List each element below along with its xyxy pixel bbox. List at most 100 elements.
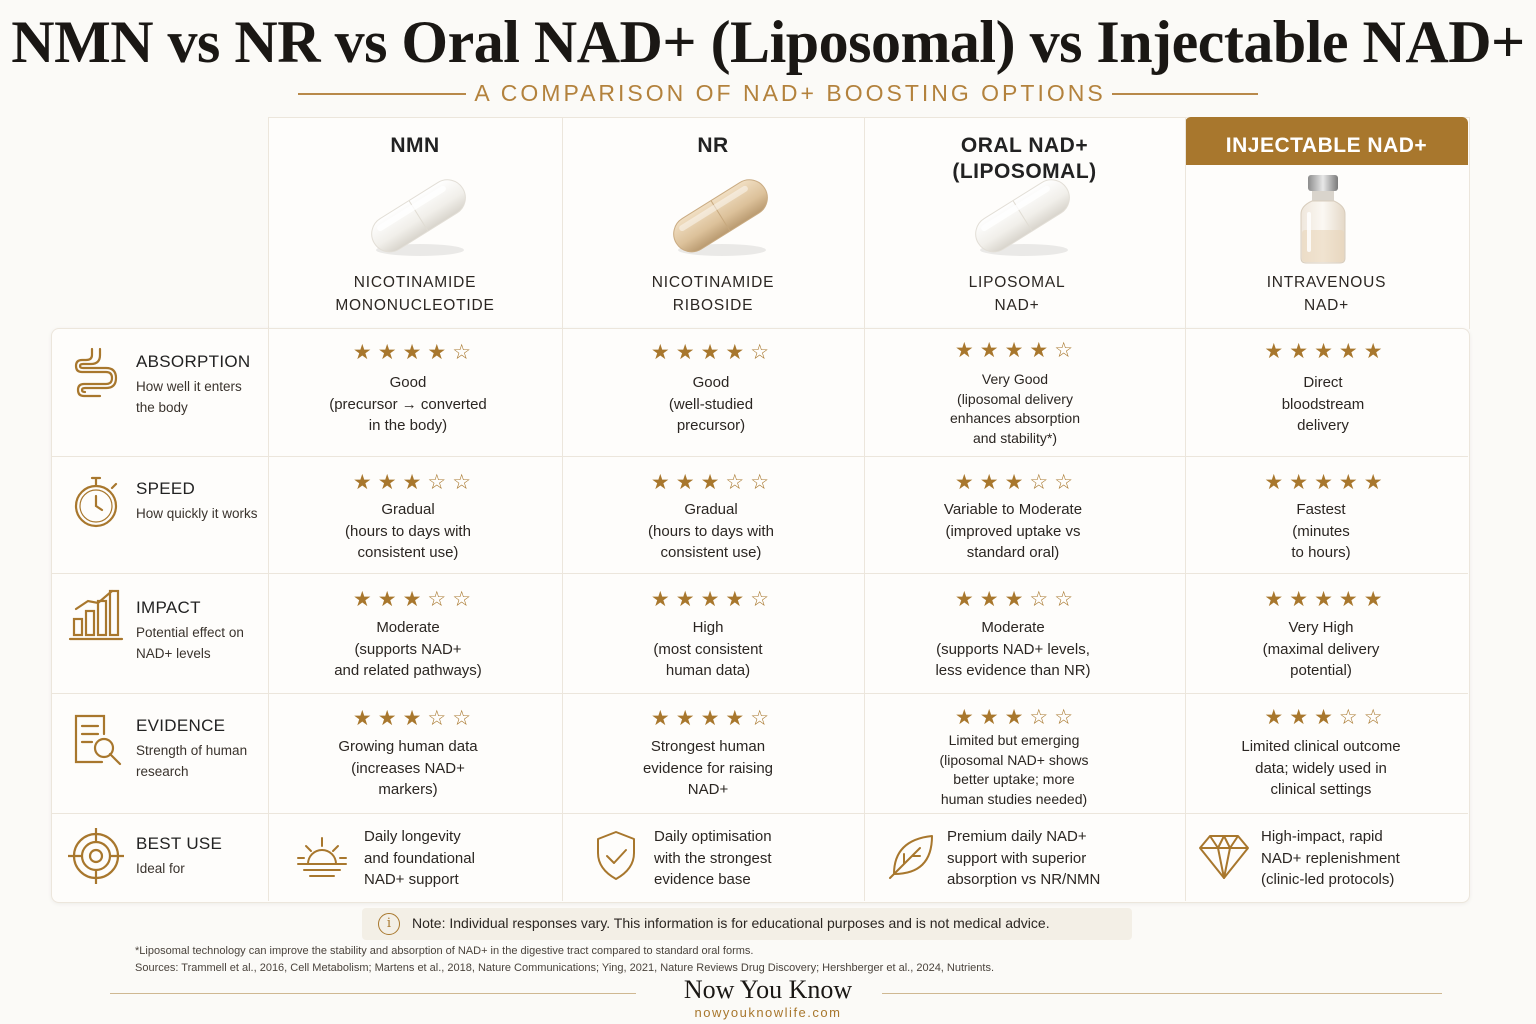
- cell-text: High-impact, rapid NAD+ replenishment (c…: [1261, 828, 1400, 888]
- cell-text: Direct bloodstream delivery: [1281, 374, 1365, 434]
- cell-text: Very Good (liposomal delivery enhances a…: [950, 371, 1080, 446]
- injectable-header-band: [1185, 117, 1468, 165]
- cell-text: Strongest human evidence for raising NAD…: [642, 738, 774, 798]
- sunrise-icon: [297, 837, 347, 877]
- cell-text: Variable to Moderate (improved uptake vs…: [943, 501, 1083, 561]
- row-title: IMPACT: [136, 598, 201, 617]
- intestine-icon: [74, 347, 118, 398]
- cell-text: Moderate (supports NAD+ levels, less evi…: [935, 619, 1091, 679]
- grid-line: [1185, 117, 1186, 901]
- website-link[interactable]: nowyouknowlife.com: [694, 1005, 842, 1020]
- cell-text: High (most consistent human data): [653, 619, 763, 679]
- sources: Sources: Trammell et al., 2016, Cell Met…: [135, 962, 994, 974]
- star-rating: ★★★☆☆: [352, 707, 478, 730]
- cell-text: Growing human data (increases NAD+ marke…: [338, 738, 478, 798]
- column-subtitle: INTRAVENOUS NAD+: [1185, 271, 1468, 317]
- column-subtitle-line: LIPOSOMAL: [968, 274, 1066, 291]
- cell-text: Premium daily NAD+ support with superior…: [947, 828, 1101, 888]
- stopwatch-icon: [74, 476, 118, 528]
- column-subtitle-line: NAD+: [994, 297, 1040, 314]
- row-title: ABSORPTION: [136, 352, 251, 371]
- row-title: BEST USE: [136, 834, 223, 853]
- document-search-icon: [74, 714, 122, 766]
- column-subtitle: NICOTINAMIDE RIBOSIDE: [562, 271, 864, 317]
- row-label-evidence: EVIDENCE Strength of human research: [136, 716, 261, 782]
- column-header-injectable-nad: INJECTABLE NAD+: [1225, 134, 1428, 157]
- column-subtitle-line: NICOTINAMIDE: [353, 274, 477, 291]
- star-rating: ★★★★☆: [352, 341, 478, 364]
- cell-text: Gradual (hours to days with consistent u…: [648, 501, 774, 561]
- star-rating: ★★★☆☆: [650, 471, 776, 494]
- cell-text: Limited but emerging (liposomal NAD+ sho…: [939, 732, 1089, 807]
- vial-icon: [1300, 175, 1346, 264]
- column-subtitle-line: RIBOSIDE: [672, 297, 754, 314]
- subtitle-bar: A COMPARISON OF NAD+ BOOSTING OPTIONS: [0, 78, 1536, 108]
- cell-text: Fastest (minutes to hours): [1291, 501, 1351, 561]
- column-subtitle-line: MONONUCLEOTIDE: [335, 297, 495, 314]
- cell-text: Daily longevity and foundational NAD+ su…: [364, 828, 475, 888]
- star-rating: ★★★★☆: [650, 588, 776, 611]
- star-rating: ★★★☆☆: [352, 588, 478, 611]
- row-description: Potential effect on NAD+ levels: [136, 625, 244, 661]
- shield-check-icon: [597, 831, 635, 880]
- target-icon: [68, 828, 124, 884]
- grid-line: [562, 117, 563, 901]
- cell-text: Good (precursor → converted in the body): [329, 374, 487, 434]
- grid-line: [268, 328, 269, 901]
- subtitle-divider-right: [1112, 93, 1258, 95]
- page-subtitle: A COMPARISON OF NAD+ BOOSTING OPTIONS: [474, 80, 1106, 106]
- star-rating: ★★★★☆: [650, 341, 776, 364]
- star-rating: ★★★☆☆: [954, 706, 1080, 729]
- column-header-nmn: NMN: [390, 134, 440, 157]
- star-rating: ★★★☆☆: [954, 588, 1080, 611]
- leaf-icon: [889, 835, 933, 879]
- row-label-absorption: ABSORPTION How well it enters the body: [136, 352, 261, 418]
- star-rating: ★★★★☆: [954, 339, 1080, 362]
- star-rating: ★★★☆☆: [954, 471, 1080, 494]
- row-title: SPEED: [136, 479, 196, 498]
- beige-capsule-icon: [673, 179, 768, 256]
- star-rating: ★★★★★: [1264, 471, 1389, 494]
- cell-text: Gradual (hours to days with consistent u…: [345, 501, 471, 561]
- row-label-best-use: BEST USE Ideal for: [136, 834, 261, 879]
- row-description: How quickly it works: [136, 506, 258, 521]
- cell-text: Limited clinical outcome data; widely us…: [1241, 738, 1401, 798]
- star-rating: ★★★★☆: [650, 707, 776, 730]
- grid-line: [51, 813, 1468, 814]
- cell-text: Moderate (supports NAD+ and related path…: [334, 619, 482, 679]
- grid-line: [51, 693, 1468, 694]
- grid-line: [51, 573, 1468, 574]
- bar-chart-icon: [68, 589, 124, 641]
- column-subtitle-line: NAD+: [1304, 297, 1349, 314]
- footnote: *Liposomal technology can improve the st…: [135, 945, 754, 957]
- row-description: Ideal for: [136, 861, 185, 876]
- info-icon: i: [378, 913, 400, 935]
- star-rating: ★★★★★: [1264, 340, 1389, 363]
- column-subtitle: NICOTINAMIDE MONONUCLEOTIDE: [268, 271, 562, 317]
- star-rating: ★★★★★: [1264, 588, 1389, 611]
- row-label-speed: SPEED How quickly it works: [136, 479, 261, 524]
- footer-divider-right: [882, 993, 1442, 994]
- white-capsule-icon: [975, 179, 1070, 256]
- cell-text: Good (well-studied precursor): [668, 374, 754, 434]
- diamond-icon: [1199, 835, 1249, 879]
- brand-name: Now You Know: [683, 975, 853, 1004]
- cell-text: Very High (maximal delivery potential): [1262, 619, 1380, 679]
- row-label-impact: IMPACT Potential effect on NAD+ levels: [136, 598, 261, 664]
- row-title: EVIDENCE: [136, 716, 226, 735]
- column-header-oral-nad: ORAL NAD+ (LIPOSOMAL): [952, 134, 1097, 183]
- grid-line: [51, 456, 1468, 457]
- column-subtitle-line: INTRAVENOUS: [1266, 274, 1387, 291]
- subtitle-divider-left: [298, 93, 466, 95]
- cell-text: Daily optimisation with the strongest ev…: [654, 828, 772, 888]
- page-title: NMN vs NR vs Oral NAD+ (Liposomal) vs In…: [11, 9, 1525, 75]
- disclaimer-text: Note: Individual responses vary. This in…: [412, 915, 1050, 931]
- star-rating: ★★★☆☆: [1264, 706, 1389, 729]
- disclaimer-note: i Note: Individual responses vary. This …: [362, 908, 1132, 940]
- column-header-nr: NR: [697, 134, 729, 157]
- row-description: Strength of human research: [136, 743, 248, 779]
- row-description: How well it enters the body: [136, 379, 242, 415]
- white-capsule-icon: [371, 179, 466, 256]
- grid-line: [864, 117, 865, 901]
- comparison-table: [51, 328, 1470, 903]
